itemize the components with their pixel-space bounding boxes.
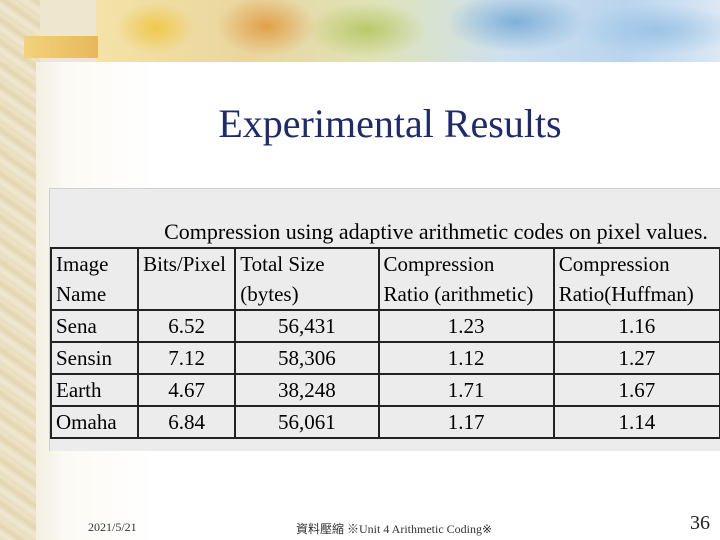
table-caption: Compression using adaptive arithmetic co…: [164, 219, 708, 244]
cell-image-name: Omaha: [49, 405, 140, 439]
cell-ratio-arithmetic: 1.23: [377, 309, 555, 343]
cell-image-name: Earth: [49, 373, 140, 407]
footer-course-title: 資料壓縮 ※Unit 4 Arithmetic Coding※: [296, 522, 493, 536]
slide-page-number: 36: [690, 512, 710, 534]
banner-accent: [24, 36, 98, 58]
slide-title: Experimental Results: [218, 101, 562, 146]
cell-ratio-huffman: 1.27: [552, 341, 720, 375]
header-bits-per-pixel: Bits/Pixel: [137, 247, 237, 311]
parchment-background: [0, 0, 40, 540]
table-header-row: Image Name Bits/Pixel Total Size (bytes) C…: [49, 247, 720, 311]
header-image-name: Image Name: [49, 247, 140, 311]
cell-image-name: Sensin: [49, 341, 140, 375]
cell-ratio-arithmetic: 1.17: [377, 405, 555, 439]
cell-total-size: 38,248: [234, 373, 380, 407]
cell-ratio-huffman: 1.67: [552, 373, 720, 407]
cell-total-size: 58,306: [234, 341, 380, 375]
cell-bits-per-pixel: 6.84: [137, 405, 237, 439]
cell-ratio-arithmetic: 1.71: [377, 373, 555, 407]
cell-bits-per-pixel: 6.52: [137, 309, 237, 343]
header-ratio-arithmetic: Compression Ratio (arithmetic): [377, 247, 555, 311]
results-table: Image Name Bits/Pixel Total Size (bytes) C…: [49, 247, 720, 439]
cell-bits-per-pixel: 4.67: [137, 373, 237, 407]
cell-image-name: Sena: [49, 309, 140, 343]
cell-ratio-arithmetic: 1.12: [377, 341, 555, 375]
cell-ratio-huffman: 1.16: [552, 309, 720, 343]
leaf-banner: [96, 0, 720, 62]
cell-total-size: 56,431: [234, 309, 380, 343]
table-row: Earth 4.67 38,248 1.71 1.67: [49, 373, 720, 407]
table-row: Sena 6.52 56,431 1.23 1.16: [49, 309, 720, 343]
footer-date: 2021/5/21: [88, 520, 137, 534]
header-total-size: Total Size (bytes): [234, 247, 380, 311]
table-row: Sensin 7.12 58,306 1.12 1.27: [49, 341, 720, 375]
cell-ratio-huffman: 1.14: [552, 405, 720, 439]
cell-bits-per-pixel: 7.12: [137, 341, 237, 375]
cell-total-size: 56,061: [234, 405, 380, 439]
table-row: Omaha 6.84 56,061 1.17 1.14: [49, 405, 720, 439]
results-table-card: Compression using adaptive arithmetic co…: [49, 188, 720, 451]
header-ratio-huffman: Compression Ratio(Huffman): [552, 247, 720, 311]
